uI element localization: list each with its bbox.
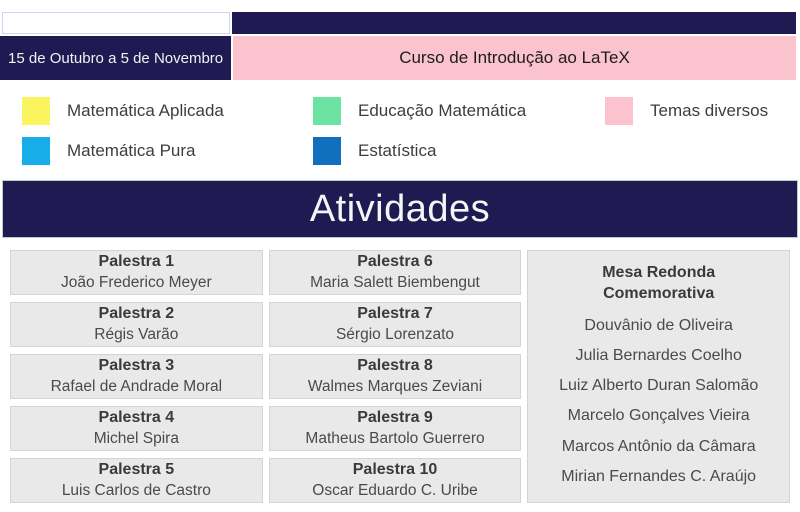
palestra-card-3: Palestra 3 Rafael de Andrade Moral: [10, 354, 263, 399]
palestra-title: Palestra 2: [98, 305, 175, 323]
palestra-title: Palestra 10: [352, 461, 438, 479]
palestra-speaker: João Frederico Meyer: [60, 273, 212, 291]
legend-column-1: Matemática Aplicada Matemática Pura: [22, 97, 224, 165]
event-schedule-page: 15 de Outubro a 5 de Novembro Curso de I…: [0, 12, 800, 503]
header-navy-bar: [232, 12, 796, 34]
legend-item-temas-diversos: Temas diversos: [605, 97, 768, 125]
palestra-card-5: Palestra 5 Luis Carlos de Castro: [10, 458, 263, 503]
legend-label: Matemática Pura: [67, 141, 196, 160]
palestra-card-7: Palestra 7 Sérgio Lorenzato: [268, 302, 522, 347]
palestra-card-6: Palestra 6 Maria Salett Biembengut: [268, 250, 522, 295]
roundtable-participant: Marcos Antônio da Câmara: [561, 437, 756, 455]
palestra-column-1: Palestra 1 João Frederico Meyer Palestra…: [10, 250, 263, 503]
roundtable-title: Mesa Redonda Comemorativa: [602, 264, 716, 302]
legend-label: Matemática Aplicada: [67, 101, 224, 120]
palestra-speaker: Oscar Eduardo C. Uribe: [312, 481, 478, 499]
palestra-title: Palestra 8: [357, 357, 433, 375]
header-top-row: [2, 12, 796, 34]
palestra-column-2: Palestra 6 Maria Salett Biembengut Pales…: [268, 250, 522, 503]
palestra-speaker: Michel Spira: [93, 429, 179, 447]
palestra-speaker: Régis Varão: [94, 325, 179, 343]
roundtable-participant: Luiz Alberto Duran Salomão: [559, 377, 759, 395]
header-title-row: 15 de Outubro a 5 de Novembro Curso de I…: [0, 36, 796, 80]
palestra-title: Palestra 7: [357, 305, 433, 323]
legend: Matemática Aplicada Matemática Pura Educ…: [0, 97, 800, 165]
palestra-card-9: Palestra 9 Matheus Bartolo Guerrero: [268, 406, 522, 451]
legend-item-estatistica: Estatística: [313, 137, 526, 165]
palestra-title: Palestra 3: [98, 357, 175, 375]
palestra-title: Palestra 5: [98, 461, 175, 479]
palestra-card-8: Palestra 8 Walmes Marques Zeviani: [268, 354, 522, 399]
legend-item-educacao-matematica: Educação Matemática: [313, 97, 526, 125]
legend-column-2: Educação Matemática Estatística: [313, 97, 526, 165]
header-empty-cell: [2, 12, 230, 34]
course-title-text: Curso de Introdução ao LaTeX: [399, 48, 630, 67]
legend-label: Temas diversos: [650, 101, 769, 120]
yellow-swatch-icon: [22, 97, 50, 125]
green-swatch-icon: [313, 97, 341, 125]
palestra-card-10: Palestra 10 Oscar Eduardo C. Uribe: [268, 458, 522, 503]
roundtable-participant: Marcelo Gonçalves Vieira: [567, 407, 750, 425]
palestra-speaker: Matheus Bartolo Guerrero: [305, 429, 485, 447]
roundtable-participant: Douvânio de Oliveira: [584, 316, 733, 334]
date-range-text: 15 de Outubro a 5 de Novembro: [8, 49, 224, 67]
course-title-box: Curso de Introdução ao LaTeX: [233, 36, 796, 80]
palestra-speaker: Maria Salett Biembengut: [310, 273, 480, 291]
legend-column-3: Temas diversos: [605, 97, 768, 125]
roundtable-participants: Douvânio de Oliveira Julia Bernardes Coe…: [532, 311, 785, 492]
date-range-box: 15 de Outubro a 5 de Novembro: [0, 36, 231, 80]
roundtable-participant: Julia Bernardes Coelho: [575, 346, 742, 364]
roundtable-participant: Mirian Fernandes C. Araújo: [561, 467, 757, 485]
palestra-speaker: Luis Carlos de Castro: [61, 481, 211, 499]
palestra-card-1: Palestra 1 João Frederico Meyer: [10, 250, 263, 295]
legend-item-matematica-pura: Matemática Pura: [22, 137, 224, 165]
legend-item-matematica-aplicada: Matemática Aplicada: [22, 97, 224, 125]
roundtable-card: Mesa Redonda Comemorativa Douvânio de Ol…: [527, 250, 791, 503]
section-title-text: Atividades: [309, 187, 491, 230]
palestra-title: Palestra 6: [357, 253, 433, 271]
palestra-title: Palestra 9: [357, 409, 433, 427]
palestra-card-4: Palestra 4 Michel Spira: [10, 406, 263, 451]
cyan-swatch-icon: [22, 137, 50, 165]
legend-label: Educação Matemática: [358, 101, 527, 120]
palestra-card-2: Palestra 2 Régis Varão: [10, 302, 263, 347]
blue-swatch-icon: [313, 137, 341, 165]
palestra-title: Palestra 1: [98, 253, 175, 271]
palestra-speaker: Rafael de Andrade Moral: [50, 377, 223, 395]
palestra-title: Palestra 4: [98, 409, 175, 427]
pink-swatch-icon: [605, 97, 633, 125]
legend-label: Estatística: [358, 141, 437, 160]
palestra-speaker: Sérgio Lorenzato: [335, 325, 455, 343]
palestra-speaker: Walmes Marques Zeviani: [307, 377, 483, 395]
activities-grid: Palestra 1 João Frederico Meyer Palestra…: [10, 250, 791, 503]
section-title-banner: Atividades: [2, 180, 798, 238]
